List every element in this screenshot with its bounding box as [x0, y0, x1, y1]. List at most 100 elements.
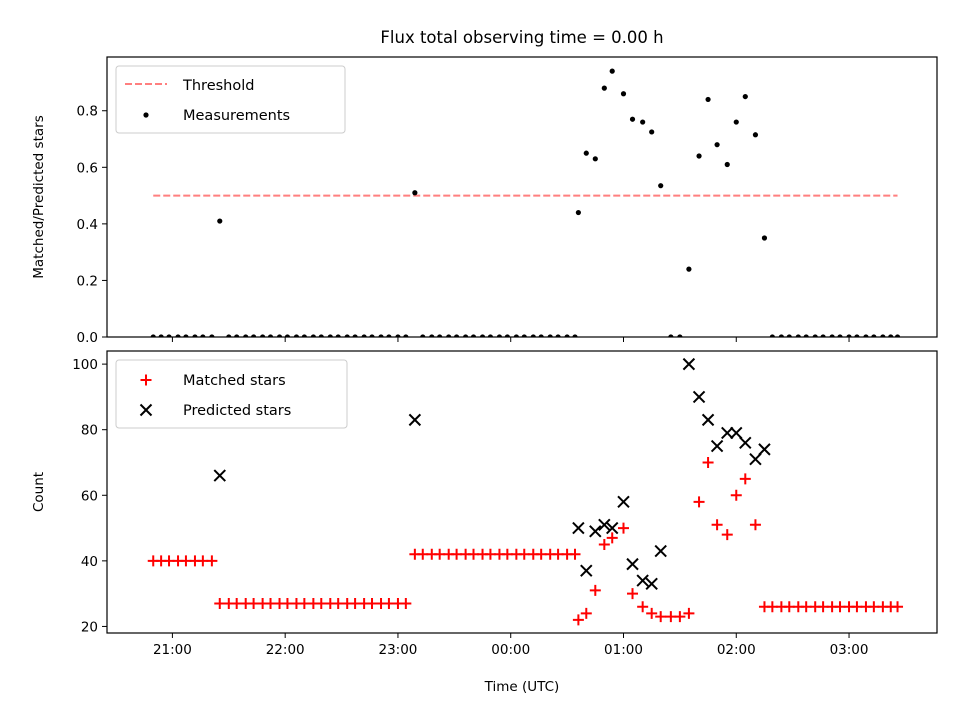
measurement-point	[871, 334, 877, 337]
measurement-point	[403, 334, 409, 337]
measurement-point	[668, 334, 674, 337]
measurement-point	[395, 334, 401, 337]
predicted-star-point	[636, 574, 649, 587]
measurement-point	[369, 334, 375, 337]
measurement-point	[761, 235, 768, 241]
count-y-tick-label: 100	[72, 357, 98, 373]
legend-matched-label: Matched stars	[183, 373, 286, 389]
predicted-star-point	[626, 557, 639, 571]
matched-star-point	[683, 607, 695, 619]
measurement-point	[686, 266, 692, 272]
measurement-point	[267, 334, 274, 337]
predicted-star-point	[758, 443, 771, 456]
measurement-point	[803, 334, 809, 337]
measurement-point	[327, 334, 333, 337]
measurement-point	[583, 150, 589, 156]
measurement-point	[183, 334, 189, 337]
measurement-point	[226, 334, 232, 337]
count-plot-area	[147, 357, 904, 626]
predicted-star-point	[730, 426, 743, 440]
ratio-y-tick-label: 0.0	[77, 330, 98, 346]
measurement-point	[504, 334, 510, 337]
measurement-point	[888, 334, 894, 337]
matched-star-point	[749, 519, 761, 531]
matched-star-point	[674, 611, 686, 623]
matched-star-point	[569, 548, 581, 560]
legend-measurements-label: Measurements	[183, 108, 290, 124]
ratio-plot-area	[150, 68, 901, 337]
ratio-legend-box	[115, 65, 346, 134]
ratio-y-tick-label: 0.4	[77, 217, 98, 233]
measurement-point	[521, 334, 527, 337]
legend-predicted-swatch	[139, 403, 153, 417]
measurement-point	[837, 334, 843, 337]
ratio-y-tick-label: 0.8	[77, 104, 98, 120]
predicted-star-point	[654, 544, 667, 558]
measurement-point	[420, 334, 426, 337]
ratio-y-tick-label: 0.2	[77, 273, 98, 289]
measurement-point	[217, 218, 223, 224]
measurement-point	[463, 334, 469, 337]
count-y-axis-label: Count	[31, 472, 47, 512]
measurement-point	[530, 334, 536, 337]
measurement-point	[361, 334, 367, 337]
measurement-point	[437, 334, 443, 337]
measurement-point	[547, 334, 553, 337]
measurement-point	[453, 334, 460, 337]
measurement-point	[795, 334, 801, 337]
measurement-point	[276, 334, 283, 337]
measurement-point	[352, 334, 358, 337]
count-axes-frame	[106, 350, 938, 634]
predicted-star-point	[739, 436, 752, 450]
measurement-point	[446, 334, 452, 337]
matched-star-point	[711, 519, 723, 531]
measurement-point	[880, 334, 886, 337]
measurement-point	[301, 334, 307, 337]
measurement-point	[677, 334, 683, 337]
legend-measurements-swatch	[143, 112, 149, 118]
ratio-legend: Threshold Measurements	[115, 65, 346, 134]
measurement-point	[575, 209, 581, 216]
measurement-point	[513, 334, 519, 337]
measurement-point	[496, 334, 503, 337]
count-legend-box	[115, 359, 348, 429]
measurement-point	[752, 132, 759, 138]
legend-threshold-label: Threshold	[182, 78, 254, 94]
measurement-point	[609, 68, 615, 74]
measurement-point	[293, 334, 300, 337]
measurement-point	[192, 334, 198, 337]
measurement-point	[344, 334, 350, 337]
figure-title: Flux total observing time = 0.00 h	[380, 28, 663, 47]
predicted-star-point	[572, 521, 585, 535]
count-x-tick-label: 01:00	[604, 642, 643, 658]
measurement-point	[778, 334, 784, 337]
predicted-star-point	[692, 390, 706, 404]
measurement-point	[629, 116, 636, 122]
predicted-star-point	[617, 495, 630, 509]
predicted-star-point	[580, 564, 593, 577]
measurement-point	[572, 334, 578, 337]
measurement-point	[412, 190, 418, 196]
measurement-point	[786, 334, 792, 337]
matched-star-point	[572, 614, 584, 626]
measurement-point	[601, 85, 607, 91]
measurement-point	[538, 334, 544, 337]
measurement-point	[166, 334, 172, 337]
measurement-point	[470, 334, 477, 337]
predicted-star-point	[606, 521, 619, 535]
matched-star-point	[627, 588, 639, 600]
matched-star-point	[730, 489, 742, 501]
matched-star-point	[646, 607, 658, 619]
measurement-point	[705, 96, 711, 103]
predicted-star-point	[701, 413, 715, 427]
measurement-point	[260, 334, 266, 337]
count-y-tick-label: 80	[81, 423, 98, 439]
matched-star-point	[400, 597, 412, 609]
measurement-point	[894, 334, 901, 337]
measurement-point	[209, 334, 215, 337]
measurement-point	[386, 334, 392, 337]
measurement-point	[820, 334, 826, 337]
measurement-point	[564, 334, 570, 337]
matched-star-point	[598, 538, 610, 550]
